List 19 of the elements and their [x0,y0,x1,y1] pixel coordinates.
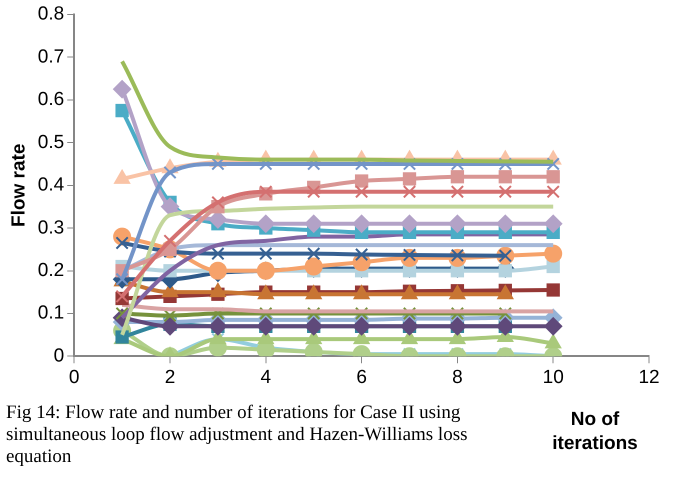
x-axis-title: No of iterations [551,408,639,456]
x-tick-label: 6 [356,366,367,388]
x-tick-label: 12 [638,366,660,388]
y-tick-label: 0.7 [38,46,64,68]
y-tick-label: 0.8 [38,4,64,25]
caption: Fig 14: Flow rate and number of iterations for Case II using simultaneous loop flow adjustment and Hazen-Williams loss equation [6,402,468,468]
y-tick-label: 0 [54,345,64,366]
y-tick-label: 0.6 [38,89,64,110]
y-tick-label: 0.1 [38,302,64,324]
y-tick-label: 0.5 [38,132,64,153]
x-tick-label: 4 [260,366,272,388]
x-tick-label: 8 [452,366,463,388]
y-tick-label: 0.4 [38,174,65,196]
y-tick-label: 0.2 [38,260,64,281]
x-tick-label: 0 [68,366,80,388]
x-tick-label: 2 [164,366,176,388]
y-axis-title: Flow rate [8,144,30,228]
y-tick-label: 0.3 [38,217,64,238]
x-tick-label: 10 [542,366,564,388]
